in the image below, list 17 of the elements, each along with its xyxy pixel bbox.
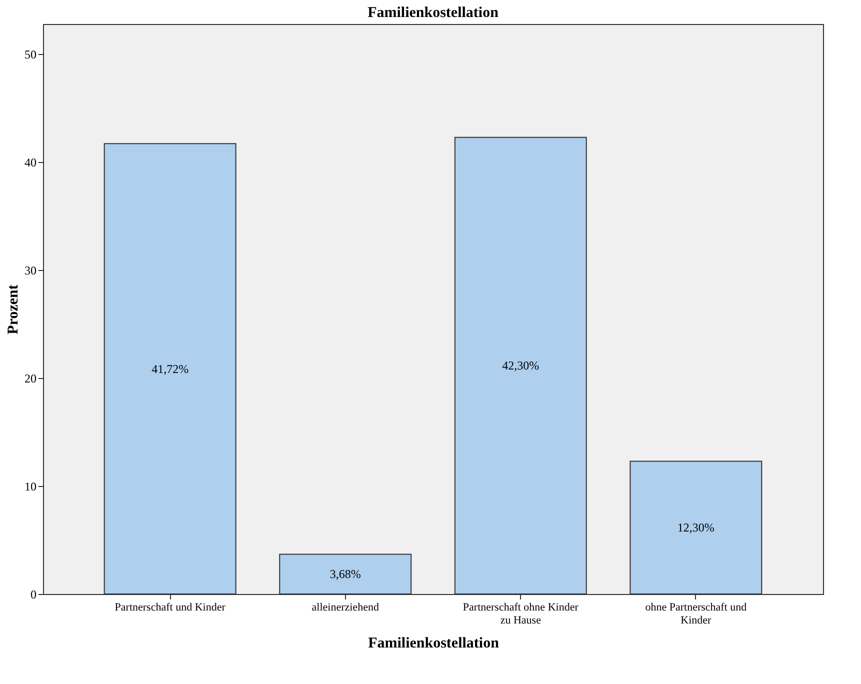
y-tick-label: 30 (24, 264, 36, 278)
x-axis-title: Familienkostellation (368, 636, 500, 652)
x-tick-label: Partnerschaft und Kinder (114, 602, 226, 614)
data-label: 41,72% (152, 362, 189, 376)
data-label: 3,68% (330, 567, 361, 582)
x-tick-label: ohne Partnerschaft und Kinder (645, 602, 748, 626)
y-tick-label: 0 (30, 588, 36, 602)
y-tick-label: 10 (24, 480, 36, 494)
y-axis-title: Prozent (6, 284, 22, 334)
y-tick-label: 40 (24, 156, 36, 170)
x-tick-label: Partnerschaft ohne Kinder zu Hause (462, 602, 579, 626)
y-tick-label: 50 (24, 48, 36, 62)
y-tick-label: 20 (24, 372, 36, 386)
chart-title: Familienkostellation (368, 5, 500, 21)
data-label: 42,30% (502, 358, 540, 373)
data-label: 12,30% (677, 520, 714, 535)
x-tick-label: alleinerziehend (312, 602, 380, 614)
